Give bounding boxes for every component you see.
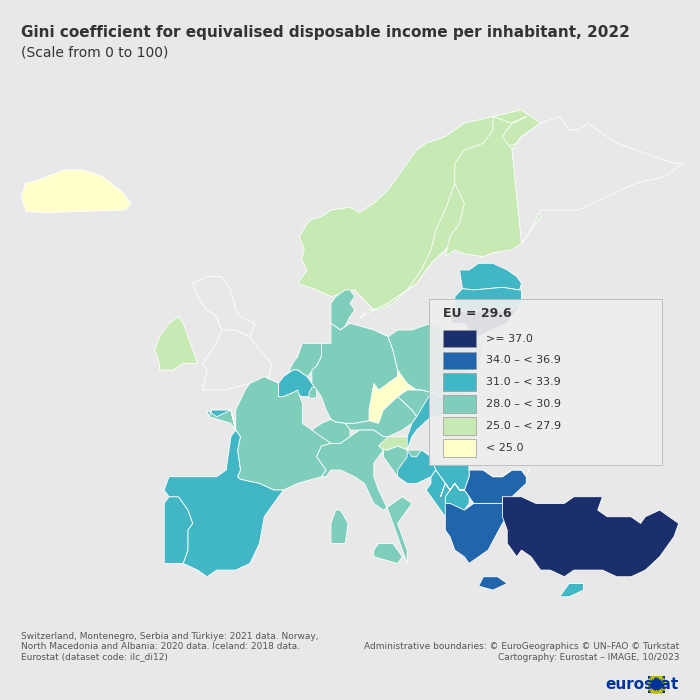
Text: EU = 29.6: EU = 29.6 [442,307,511,320]
Polygon shape [288,343,321,377]
FancyBboxPatch shape [429,299,662,465]
Polygon shape [426,470,450,517]
Text: 31.0 – < 33.9: 31.0 – < 33.9 [486,377,561,387]
Polygon shape [464,357,636,477]
Polygon shape [384,446,435,484]
Text: < 25.0: < 25.0 [486,443,524,453]
Text: eurostat: eurostat [606,677,679,692]
Polygon shape [298,110,540,310]
Polygon shape [512,410,540,450]
FancyBboxPatch shape [442,330,475,347]
Polygon shape [445,497,507,564]
Polygon shape [379,437,412,450]
Polygon shape [479,303,559,377]
Polygon shape [445,484,469,510]
Text: (Scale from 0 to 100): (Scale from 0 to 100) [21,46,169,60]
Text: 34.0 – < 36.9: 34.0 – < 36.9 [486,356,561,365]
Polygon shape [155,316,197,370]
Polygon shape [398,390,469,416]
Polygon shape [202,330,272,390]
Polygon shape [460,263,522,290]
Text: Administrative boundaries: © EuroGeographics © UN–FAO © Turkstat
Cartography: Eu: Administrative boundaries: © EuroGeograp… [364,642,679,661]
Polygon shape [312,419,350,446]
FancyBboxPatch shape [442,395,475,413]
FancyBboxPatch shape [442,351,475,369]
FancyBboxPatch shape [442,374,475,391]
Polygon shape [426,477,450,497]
Polygon shape [279,370,316,397]
Polygon shape [345,397,416,437]
Polygon shape [445,484,464,490]
Polygon shape [369,370,431,424]
Polygon shape [331,290,355,330]
Text: 25.0 – < 27.9: 25.0 – < 27.9 [486,421,561,431]
Polygon shape [164,497,193,564]
Text: Switzerland, Montenegro, Serbia and Türkiye: 2021 data. Norway,
North Macedonia : Switzerland, Montenegro, Serbia and Türk… [21,631,319,661]
Polygon shape [164,410,284,577]
Polygon shape [431,456,469,490]
Polygon shape [450,303,522,338]
Polygon shape [398,390,431,416]
Polygon shape [309,387,316,398]
Text: Gini coefficient for equivalised disposable income per inhabitant, 2022: Gini coefficient for equivalised disposa… [21,25,630,39]
FancyBboxPatch shape [442,439,475,456]
Polygon shape [209,377,331,490]
Text: 28.0 – < 30.9: 28.0 – < 30.9 [486,399,561,409]
Polygon shape [440,323,469,337]
Text: >= 37.0: >= 37.0 [486,333,533,344]
Polygon shape [316,430,412,564]
FancyBboxPatch shape [442,417,475,435]
Polygon shape [445,117,540,257]
Polygon shape [312,323,398,424]
Polygon shape [193,276,255,337]
Polygon shape [388,323,484,403]
Polygon shape [479,577,507,590]
Polygon shape [331,510,348,543]
Polygon shape [464,384,540,477]
Polygon shape [398,450,435,484]
Polygon shape [21,170,131,213]
Polygon shape [455,287,522,313]
Polygon shape [479,303,559,377]
Polygon shape [464,463,526,503]
Polygon shape [360,136,522,318]
Polygon shape [559,583,583,597]
Polygon shape [503,497,679,577]
Polygon shape [374,543,402,564]
Polygon shape [407,393,469,450]
Polygon shape [512,117,683,244]
